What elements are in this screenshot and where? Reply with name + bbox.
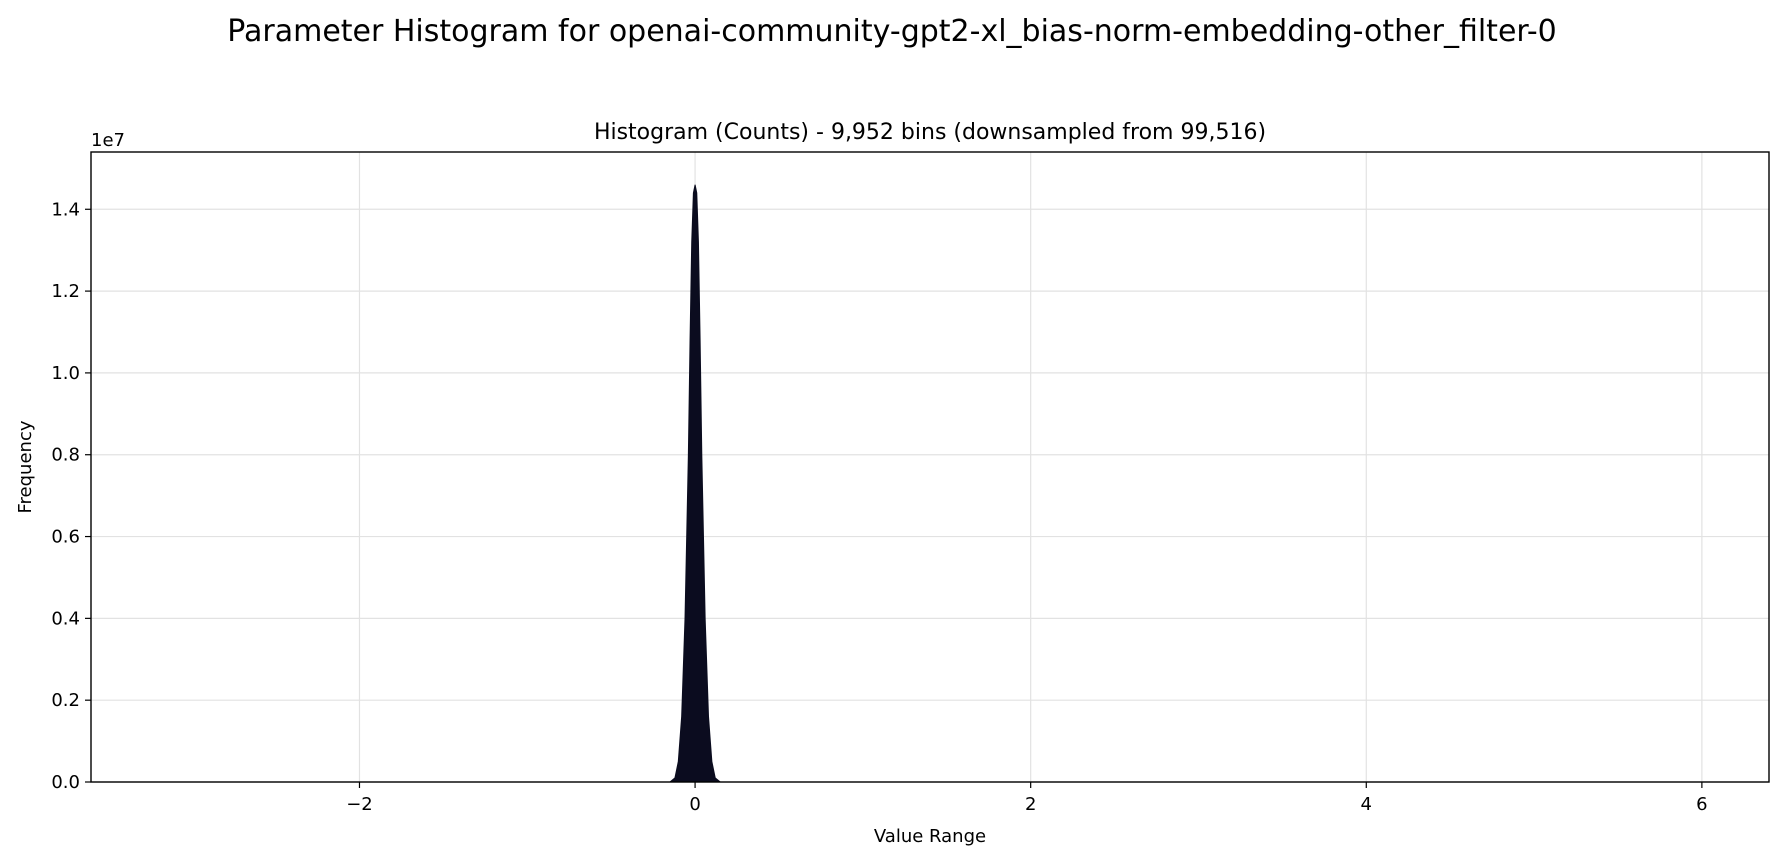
y-tick-label: 0.2 — [51, 690, 80, 711]
x-axis-label: Value Range — [874, 826, 986, 847]
histogram-area — [668, 184, 722, 783]
x-tick-label: 0 — [689, 794, 700, 815]
axes-frame — [90, 151, 1770, 783]
y-tick-label: 0.4 — [51, 608, 80, 629]
x-axis-ticks: −2 0 2 4 6 — [346, 782, 1708, 815]
y-tick-label: 0.8 — [51, 445, 80, 466]
y-tick-label: 1.0 — [51, 363, 80, 384]
y-tick-label: 1.4 — [51, 199, 80, 220]
x-tick-label: 6 — [1696, 794, 1707, 815]
axes-title: Histogram (Counts) - 9,952 bins (downsam… — [594, 120, 1266, 145]
y-tick-label: 0.0 — [51, 772, 80, 793]
x-tick-label: 4 — [1361, 794, 1372, 815]
x-tick-label: 2 — [1025, 794, 1036, 815]
y-tick-label: 1.2 — [51, 281, 80, 302]
y-tick-label: 0.6 — [51, 527, 80, 548]
x-tick-label: −2 — [346, 794, 373, 815]
gridlines — [91, 152, 1769, 783]
histogram-series — [668, 184, 722, 783]
y-axis-label: Frequency — [15, 420, 36, 513]
y-offset-label: 1e7 — [91, 130, 125, 151]
y-axis-ticks: 0.0 0.2 0.4 0.6 0.8 1.0 1.2 1.4 — [51, 199, 91, 793]
figure-suptitle: Parameter Histogram for openai-community… — [227, 14, 1556, 49]
